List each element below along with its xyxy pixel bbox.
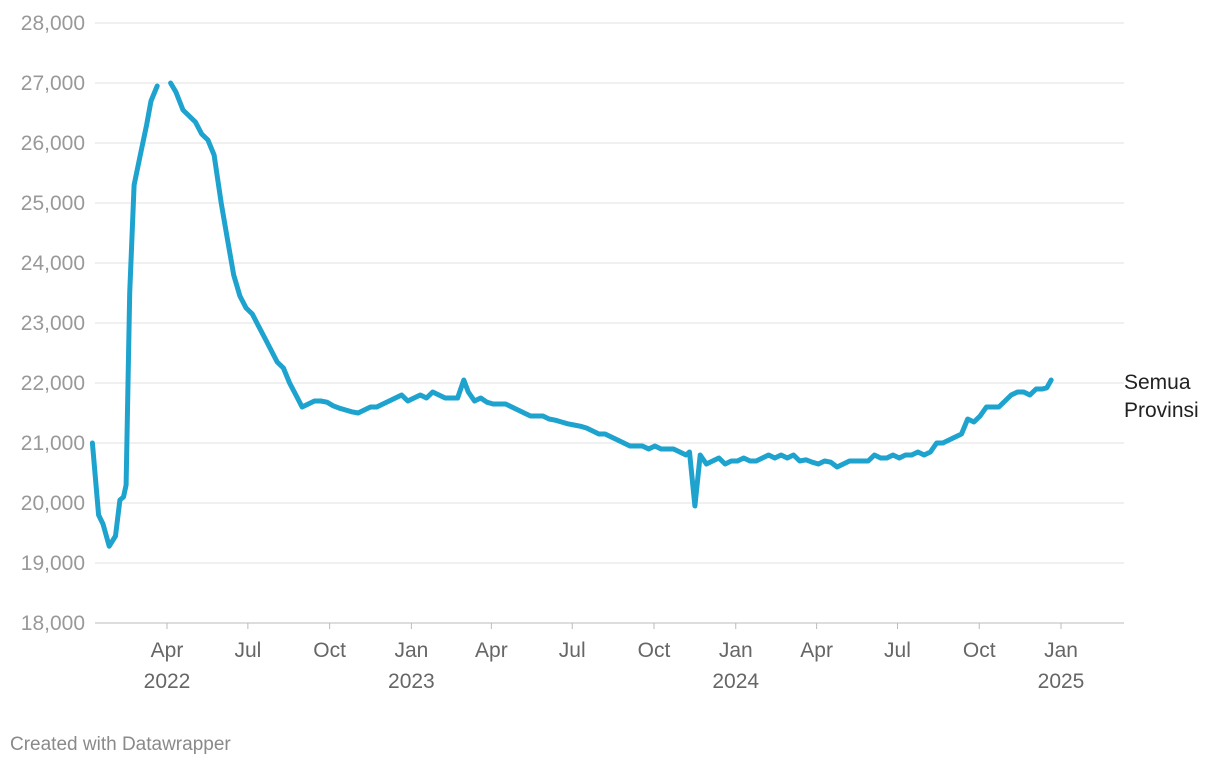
y-tick-label: 18,000 xyxy=(21,612,85,635)
series-line xyxy=(168,80,1054,509)
x-tick-label-month: Apr xyxy=(800,639,833,662)
series-line xyxy=(89,83,160,549)
y-tick-label: 23,000 xyxy=(21,312,85,335)
x-tick-label-month: Jan xyxy=(1044,639,1078,662)
x-tick-label-month: Jul xyxy=(884,639,911,662)
x-tick-label-month: Jul xyxy=(559,639,586,662)
x-axis-ticks: Apr 2022 Jul Oct Jan 2023 Apr Jul Oct Jan 2024 Apr J… xyxy=(144,623,1085,693)
x-tick-label-year: 2022 xyxy=(144,670,191,693)
y-tick-label: 25,000 xyxy=(21,192,85,215)
series-label-line-1: Semua xyxy=(1124,371,1191,394)
gridlines xyxy=(95,22,1124,624)
y-tick-label: 22,000 xyxy=(21,372,85,395)
x-tick-label-month: Oct xyxy=(313,639,346,662)
x-tick-label-month: Jan xyxy=(394,639,428,662)
series-label-line-2: Provinsi xyxy=(1124,399,1199,422)
x-tick-label-month: Oct xyxy=(963,639,996,662)
y-axis-ticks: 28,000 27,000 26,000 25,000 24,000 23,000 22,0… xyxy=(21,12,85,635)
series-lines xyxy=(89,80,1054,549)
y-tick-label: 20,000 xyxy=(21,492,85,515)
y-tick-label: 26,000 xyxy=(21,132,85,155)
x-tick-label-month: Oct xyxy=(638,639,671,662)
y-tick-label: 28,000 xyxy=(21,12,85,35)
x-tick-label-month: Apr xyxy=(151,639,184,662)
x-tick-label-month: Apr xyxy=(475,639,508,662)
y-tick-label: 27,000 xyxy=(21,72,85,95)
x-tick-label-year: 2023 xyxy=(388,670,435,693)
credit-text: Created with Datawrapper xyxy=(10,734,231,755)
x-tick-label-month: Jan xyxy=(719,639,753,662)
x-tick-label-month: Jul xyxy=(234,639,261,662)
y-tick-label: 19,000 xyxy=(21,552,85,575)
x-tick-label-year: 2025 xyxy=(1038,670,1085,693)
y-tick-label: 24,000 xyxy=(21,252,85,275)
y-tick-label: 21,000 xyxy=(21,432,85,455)
x-tick-label-year: 2024 xyxy=(712,670,759,693)
series-label: Semua Provinsi xyxy=(1124,371,1199,422)
